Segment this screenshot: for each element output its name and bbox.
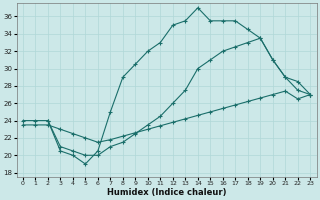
X-axis label: Humidex (Indice chaleur): Humidex (Indice chaleur): [107, 188, 226, 197]
